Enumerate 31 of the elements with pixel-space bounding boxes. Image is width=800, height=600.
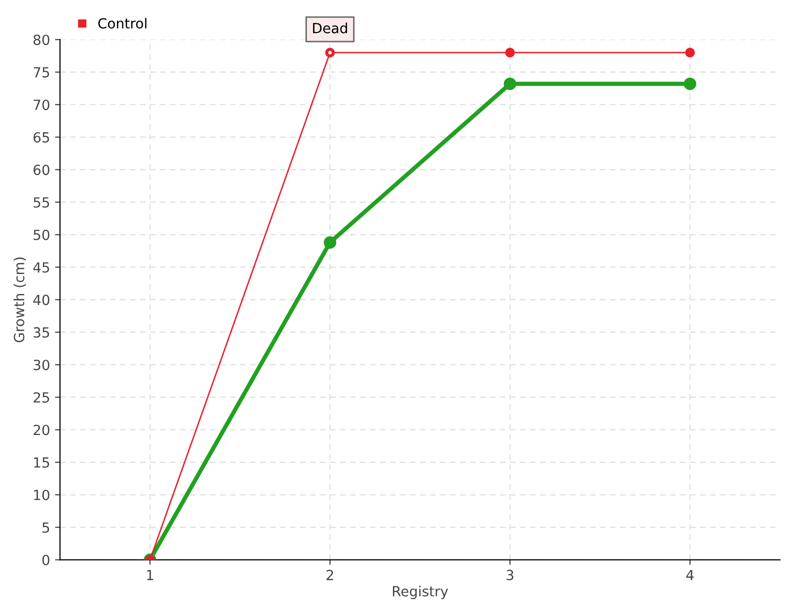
x-tick-label: 2 — [326, 570, 334, 580]
x-tick-label: 4 — [686, 570, 694, 580]
point — [685, 48, 695, 58]
y-tick-label: 75 — [34, 67, 50, 78]
y-axis-title: Growth (cm) — [14, 258, 26, 342]
y-tick-label: 25 — [34, 392, 50, 403]
y-tick-label: 5 — [42, 522, 50, 533]
y-tick-label: 35 — [34, 327, 50, 338]
y-tick-label: 20 — [34, 424, 50, 436]
y-tick-label: 30 — [34, 360, 50, 370]
x-tick-label: 3 — [506, 570, 514, 580]
y-tick-label: 10 — [34, 490, 50, 500]
y-tick-label: 80 — [34, 34, 50, 46]
y-tick-label: 45 — [33, 262, 50, 273]
y-tick-label: 15 — [34, 457, 50, 468]
x-tick-label: 1 — [147, 570, 154, 580]
annotation: Dead — [313, 22, 348, 34]
y-tick-label: 40 — [33, 294, 50, 306]
y-tick-label: 65 — [34, 132, 50, 143]
y-tick-label: 55 — [34, 197, 50, 208]
y-tick-label: 60 — [34, 164, 50, 176]
point — [324, 236, 336, 249]
y-tick-label: 50 — [34, 230, 50, 240]
point — [325, 48, 335, 58]
y-tick-label: 0 — [42, 554, 50, 566]
point — [684, 78, 696, 90]
legend-label: Control — [98, 18, 146, 29]
x-axis-title: Registry — [392, 586, 448, 600]
y-tick-label: 70 — [34, 100, 50, 110]
point — [505, 48, 515, 58]
point — [504, 78, 516, 90]
